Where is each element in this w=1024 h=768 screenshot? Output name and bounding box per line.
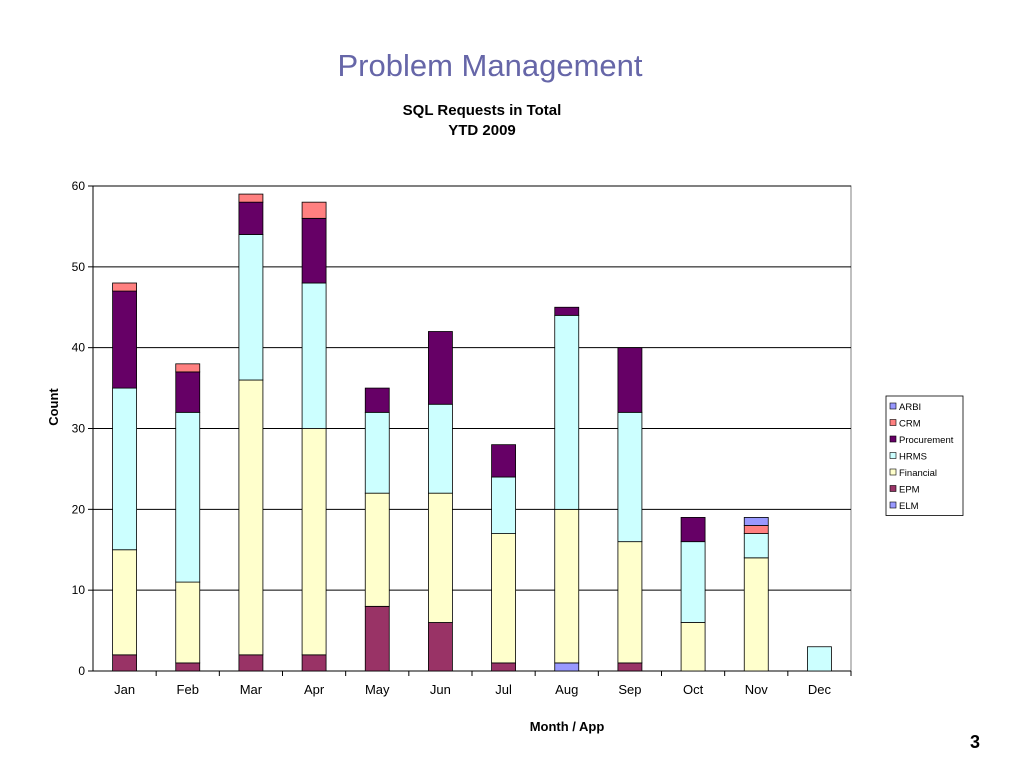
bar-segment-hrms-mar [238, 234, 264, 381]
bar-segment-procurement-oct [680, 517, 706, 543]
bar-segment-procurement-jan [112, 290, 137, 389]
x-tick-label: Jul [495, 682, 512, 697]
bar-segment-hrms-apr [301, 282, 327, 429]
bar-segment-procurement-sep [617, 347, 643, 413]
bar-segment-crm-mar [238, 193, 264, 203]
y-axis-label: Count [46, 388, 61, 426]
legend-swatch-arbi [889, 402, 897, 410]
legend-swatch-crm [889, 419, 897, 426]
y-tick-label: 40 [72, 341, 86, 355]
y-tick-label: 30 [72, 422, 86, 436]
bar-segment-procurement-may [364, 387, 390, 413]
y-tick-label: 0 [78, 664, 85, 678]
y-tick-label: 20 [72, 502, 86, 516]
bar-segment-epm-feb [175, 662, 201, 672]
bar-segment-financial-aug [554, 508, 580, 664]
legend-label-financial: Financial [899, 468, 937, 479]
page-number: 3 [969, 732, 980, 752]
x-tick-label: May [365, 682, 390, 697]
slide-title: Problem Management [337, 48, 643, 83]
legend-label-crm: CRM [899, 419, 921, 430]
bar-segment-hrms-aug [554, 314, 580, 510]
bar-segment-hrms-nov [743, 533, 769, 559]
legend-swatch-epm [889, 485, 897, 492]
bar-segment-financial-jan [112, 549, 137, 656]
bar-segment-financial-mar [238, 379, 264, 656]
x-tick-label: Mar [240, 682, 263, 697]
bar-segment-hrms-jun [428, 403, 453, 494]
legend-label-hrms: HRMS [899, 452, 927, 463]
x-tick-label: Aug [555, 682, 578, 697]
x-tick-label: Jan [114, 682, 135, 697]
bar-segment-epm-may [364, 605, 390, 672]
x-tick-label: Nov [745, 682, 769, 697]
bar-segment-procurement-apr [301, 217, 327, 284]
bar-segment-elm-aug [554, 662, 580, 672]
bar-segment-procurement-mar [238, 201, 264, 235]
bar-segment-financial-feb [175, 581, 201, 664]
bar-segment-financial-jul [491, 533, 516, 664]
bar-segment-hrms-oct [680, 541, 706, 623]
bar-segment-crm-jan [112, 282, 137, 292]
bar-segment-crm-apr [301, 201, 327, 219]
bar-segment-financial-may [364, 492, 390, 607]
x-axis-label: Month / App [530, 719, 605, 734]
y-tick-label: 50 [72, 260, 86, 274]
legend-label-procurement: Procurement [899, 435, 954, 446]
legend-label-arbi: ARBI [899, 402, 921, 413]
bar-segment-hrms-feb [175, 411, 201, 583]
bar-segment-hrms-may [364, 411, 390, 494]
x-tick-label: Sep [618, 682, 641, 697]
legend-swatch-financial [889, 468, 897, 476]
bar-segment-hrms-jan [112, 387, 137, 551]
bar-segment-procurement-aug [554, 306, 580, 316]
legend-swatch-hrms [889, 452, 897, 459]
legend-label-elm: ELM [899, 501, 919, 512]
bar-segment-hrms-sep [617, 411, 643, 543]
x-tick-label: Jun [430, 682, 451, 697]
legend-box [885, 395, 964, 516]
bar-segment-financial-apr [301, 428, 327, 656]
legend-swatch-elm [889, 501, 897, 509]
bar-segment-crm-nov [743, 525, 769, 534]
legend-swatch-procurement [889, 435, 897, 443]
x-tick-label: Apr [304, 682, 325, 697]
legend-label-epm: EPM [899, 485, 920, 496]
legend: ARBI CRM Procurement HRMS Financial EPM ELM [885, 395, 964, 516]
bar-segment-crm-feb [175, 363, 201, 373]
bar-segment-hrms-dec [807, 646, 832, 672]
bar-segment-epm-mar [238, 654, 264, 672]
chart-title: SQL Requests in Total [403, 102, 562, 119]
y-tick-label: 10 [72, 583, 86, 597]
bar-segment-financial-oct [680, 622, 706, 672]
bar-segment-hrms-jul [491, 476, 516, 534]
x-tick-label: Feb [177, 682, 199, 697]
bar-segment-epm-sep [617, 662, 643, 672]
bar-segment-epm-jun [428, 622, 453, 672]
bar-segment-epm-jul [491, 662, 516, 672]
y-tick-label: 60 [72, 179, 86, 193]
bar-segment-financial-nov [743, 557, 769, 672]
chart-subtitle: YTD 2009 [448, 122, 516, 139]
bar-segment-procurement-feb [175, 371, 201, 413]
bar-segment-epm-apr [301, 654, 327, 672]
bar-segment-financial-sep [617, 541, 643, 664]
bar-segment-procurement-jun [428, 331, 453, 405]
x-tick-label: Oct [683, 682, 704, 697]
bar-segment-procurement-jul [491, 444, 516, 478]
x-tick-label: Dec [808, 682, 832, 697]
bar-segment-epm-jan [112, 654, 137, 672]
bar-segment-arbi-nov [743, 517, 769, 526]
bar-segment-financial-jun [428, 492, 453, 623]
